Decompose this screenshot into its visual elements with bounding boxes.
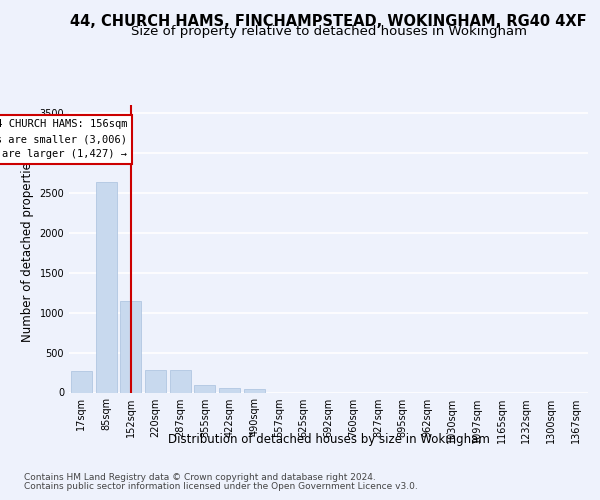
Bar [120,302,141,392]
Text: Distribution of detached houses by size in Wokingham: Distribution of detached houses by size … [168,432,490,446]
Text: 44, CHURCH HAMS, FINCHAMPSTEAD, WOKINGHAM, RG40 4XF: 44, CHURCH HAMS, FINCHAMPSTEAD, WOKINGHA… [70,14,587,29]
Bar [219,388,240,392]
Text: 44 CHURCH HAMS: 156sqm
← 68% of detached houses are smaller (3,006)
32% of semi-: 44 CHURCH HAMS: 156sqm ← 68% of detached… [0,120,127,159]
Y-axis label: Number of detached properties: Number of detached properties [21,156,34,342]
Text: Contains public sector information licensed under the Open Government Licence v3: Contains public sector information licen… [24,482,418,491]
Bar [145,370,166,392]
Bar [71,371,92,392]
Text: Size of property relative to detached houses in Wokingham: Size of property relative to detached ho… [131,25,527,38]
Bar [170,370,191,392]
Bar [244,390,265,392]
Bar [95,182,116,392]
Bar [194,386,215,392]
Text: Contains HM Land Registry data © Crown copyright and database right 2024.: Contains HM Land Registry data © Crown c… [24,472,376,482]
